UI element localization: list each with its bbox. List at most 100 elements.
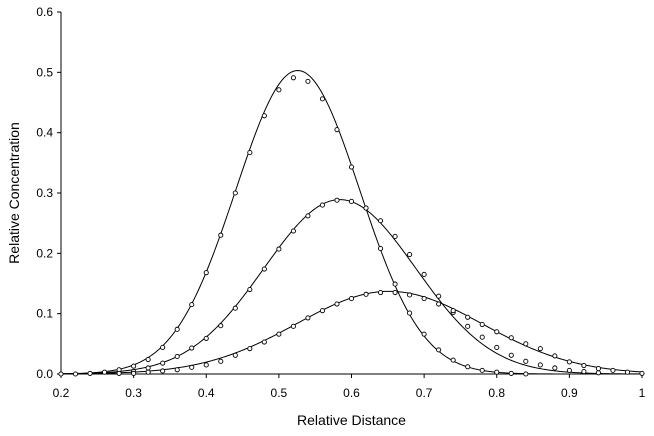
data-point-series-3	[566, 359, 572, 365]
y-tick-label: 0.5	[36, 65, 53, 79]
data-point-series-3	[465, 314, 471, 320]
y-axis-ticks: 0.0 0.1 0.2 0.3 0.4 0.5 0.6	[36, 5, 61, 381]
data-point-series-3	[276, 331, 282, 337]
data-point-series-3	[305, 315, 311, 321]
data-point-series-1	[392, 281, 398, 287]
data-point-series-2	[421, 271, 427, 278]
data-point-series-3	[508, 335, 514, 341]
data-point-series-2	[552, 365, 558, 371]
data-point-series-1	[377, 245, 384, 252]
data-point-series-1	[421, 331, 427, 337]
data-point-series-2	[363, 205, 369, 211]
data-point-series-1	[436, 347, 442, 353]
data-point-series-3	[407, 292, 413, 298]
data-point-series-2	[232, 305, 238, 311]
data-point-series-2	[145, 365, 151, 371]
data-point-series-3	[392, 289, 398, 296]
data-point-series-1	[508, 370, 514, 376]
data-point-series-2	[247, 286, 253, 293]
x-tick-label: 0.6	[343, 386, 360, 400]
data-point-series-3	[639, 370, 645, 376]
x-tick-label: 0.3	[125, 386, 142, 400]
data-point-series-2	[116, 370, 122, 376]
y-tick-label: 0.1	[36, 307, 53, 321]
y-tick-label: 0.0	[36, 367, 53, 381]
data-point-series-3	[610, 367, 616, 373]
data-point-series-1	[72, 371, 79, 377]
data-point-series-1	[465, 364, 471, 370]
data-point-series-1	[87, 370, 93, 376]
data-point-series-2	[581, 369, 587, 375]
data-point-series-3	[290, 323, 296, 329]
data-point-series-2	[290, 228, 296, 234]
data-point-series-1	[174, 326, 180, 332]
data-point-series-3	[377, 289, 384, 296]
x-tick-label: 0.8	[488, 386, 505, 400]
data-point-series-2	[334, 197, 340, 203]
data-point-series-3	[174, 367, 180, 373]
data-point-series-1	[290, 75, 296, 81]
x-tick-label: 0.5	[271, 386, 288, 400]
data-point-series-2	[305, 213, 311, 219]
data-points	[58, 75, 645, 377]
data-point-series-3	[494, 329, 500, 335]
data-point-series-1	[203, 270, 209, 276]
data-point-series-2	[479, 334, 485, 340]
data-point-series-3	[203, 362, 209, 368]
data-point-series-2	[494, 344, 500, 351]
data-point-series-1	[247, 150, 253, 156]
data-point-series-1	[450, 357, 456, 363]
data-point-series-3	[261, 339, 267, 345]
data-point-series-3	[450, 308, 456, 314]
data-point-series-3	[363, 291, 369, 297]
data-point-series-1	[334, 127, 340, 133]
x-tick-label: 0.7	[416, 386, 433, 400]
data-point-series-1	[319, 96, 326, 102]
y-axis-title: Relative Concentration	[6, 122, 22, 264]
data-point-series-2	[203, 335, 209, 341]
data-point-series-2	[595, 370, 601, 376]
data-point-series-2	[377, 218, 384, 224]
data-point-series-3	[479, 321, 485, 328]
data-point-series-3	[421, 296, 427, 302]
x-tick-label: 1	[639, 386, 646, 400]
data-point-series-3	[131, 370, 137, 376]
data-point-series-2	[436, 293, 442, 299]
data-point-series-2	[537, 362, 543, 368]
data-point-series-3	[189, 364, 195, 370]
data-point-series-3	[436, 301, 442, 307]
fit-curve-1	[60, 70, 642, 375]
y-tick-label: 0.2	[36, 246, 53, 260]
data-point-series-3	[160, 368, 166, 374]
data-point-series-2	[508, 352, 514, 358]
data-point-series-3	[247, 346, 253, 352]
data-point-series-2	[319, 202, 326, 208]
data-point-series-1	[218, 232, 224, 238]
x-tick-label: 0.4	[198, 386, 215, 400]
data-point-series-2	[392, 233, 398, 239]
data-point-series-2	[276, 246, 282, 252]
data-point-series-1	[58, 371, 64, 377]
fit-curve-2	[60, 199, 643, 375]
data-point-series-1	[145, 356, 151, 363]
data-point-series-3	[334, 301, 340, 307]
data-point-series-2	[465, 323, 471, 329]
data-point-series-1	[523, 371, 529, 377]
data-point-series-2	[174, 353, 180, 360]
data-point-series-3	[537, 346, 543, 352]
y-tick-label: 0.6	[36, 5, 53, 19]
data-point-series-3	[319, 308, 326, 314]
data-point-series-3	[348, 296, 355, 302]
data-point-series-1	[261, 113, 267, 119]
data-point-series-2	[160, 360, 166, 366]
fit-curves	[60, 70, 643, 375]
data-point-series-1	[189, 302, 195, 308]
data-point-series-2	[189, 345, 195, 351]
data-point-series-1	[348, 164, 355, 170]
data-point-series-2	[407, 251, 413, 258]
data-point-series-2	[218, 323, 224, 329]
y-tick-label: 0.3	[36, 186, 53, 200]
x-tick-label: 0.2	[53, 386, 70, 400]
plot-area	[60, 12, 642, 375]
